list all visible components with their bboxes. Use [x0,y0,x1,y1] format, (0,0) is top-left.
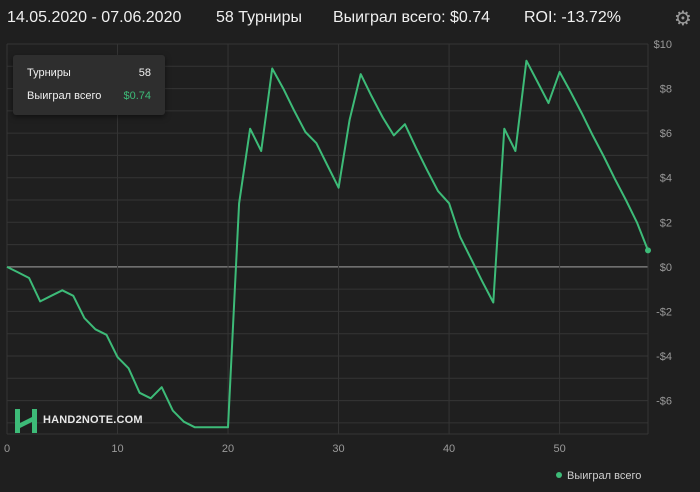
x-tick-label: 20 [222,443,234,455]
series-points [645,247,651,254]
tooltip-winnings-value: $0.74 [123,90,151,102]
y-tick-label: -$6 [656,396,672,408]
tournaments-count: 58 Турниры [216,9,303,26]
x-tick-label: 0 [4,443,10,455]
logo-text: HAND2NOTE.COM [43,414,143,426]
winnings-summary: Выиграл всего: $0.74 [333,9,490,27]
legend-item-winnings[interactable]: Выиграл всего [556,470,641,482]
h2n-logo-icon [15,409,37,433]
y-tick-label: $2 [660,217,672,229]
x-axis-ticks: 0 10 20 30 40 50 [4,443,566,455]
tooltip-tournaments-label: Турниры [27,67,71,79]
date-range: 14.05.2020 - 07.06.2020 [7,9,182,26]
tooltip-row-tournaments: Турниры 58 [27,67,151,81]
hand2note-logo: HAND2NOTE.COM [14,408,143,434]
y-tick-label: $6 [660,128,672,140]
winnings-value: $0.74 [450,9,491,26]
y-tick-label: -$2 [656,306,672,318]
y-tick-label: $4 [660,173,672,185]
y-tick-label: -$4 [656,351,672,363]
x-tick-label: 40 [443,443,455,455]
gear-icon[interactable]: ⚙ [674,8,692,30]
tooltip-row-winnings: Выиграл всего $0.74 [27,90,151,104]
roi-value: -13.72% [561,9,621,26]
chart-tooltip: Турниры 58 Выиграл всего $0.74 [13,55,165,115]
legend-label: Выиграл всего [567,470,642,482]
chart-header: 14.05.2020 - 07.06.2020 58 Турниры Выигр… [0,0,700,38]
roi-label: ROI: [524,9,557,26]
y-tick-label: $8 [660,84,672,96]
roi-summary: ROI: -13.72% [524,9,621,27]
tooltip-tournaments-value: 58 [138,67,151,79]
y-tick-label: $10 [654,39,672,51]
chart-grid [6,43,649,435]
x-tick-label: 50 [553,443,565,455]
winnings-label: Выиграл всего: [333,9,446,26]
x-tick-label: 10 [111,443,123,455]
x-tick-label: 30 [332,443,344,455]
y-axis-ticks: -$6 -$4 -$2 $0 $2 $4 $6 $8 $10 [654,39,672,408]
series-point-last [645,247,651,254]
y-tick-label: $0 [660,262,672,274]
series-line-winnings [6,59,649,429]
tooltip-winnings-label: Выиграл всего [27,90,102,102]
legend-marker [556,472,562,478]
